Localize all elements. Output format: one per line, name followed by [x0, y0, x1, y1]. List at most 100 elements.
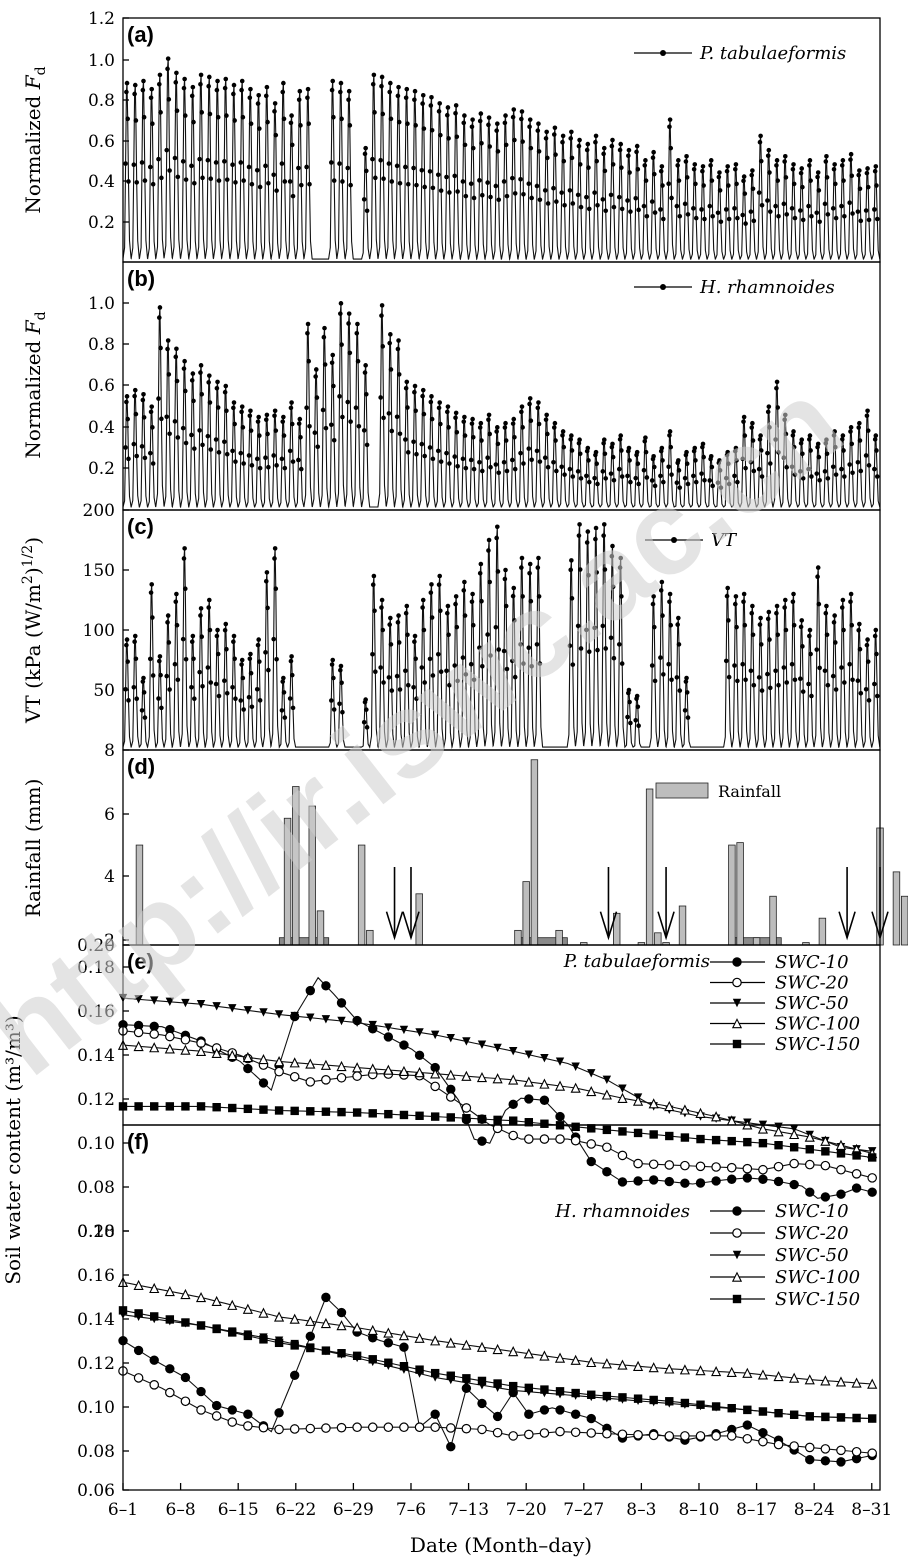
hr-swc-20-point: [773, 1439, 784, 1450]
pt-swc-100-point: [757, 1123, 769, 1134]
hr-swc-150-point: [758, 1407, 768, 1416]
pt-fd-point: [461, 120, 467, 126]
pt-fd-point: [493, 183, 499, 189]
hr-fd-point: [274, 463, 279, 468]
vt-point: [174, 591, 179, 597]
vt-point: [159, 705, 164, 711]
hr-fd-point: [388, 332, 393, 337]
vt-point: [824, 632, 830, 638]
pt-fd-point: [807, 158, 813, 163]
pt-fd-point: [387, 89, 392, 95]
hr-fd-point: [732, 473, 737, 479]
hr-fd-point: [765, 409, 771, 415]
hr-swc-150-point: [181, 1318, 190, 1327]
hr-fd-point: [453, 410, 459, 416]
pt-fd-point: [412, 88, 418, 94]
hr-fd-point: [602, 451, 608, 457]
rain-bar: [752, 937, 761, 946]
vt-point: [246, 694, 252, 700]
vt-point: [791, 591, 796, 597]
vt-point: [263, 650, 268, 655]
pt-fd-point: [857, 186, 863, 192]
vt-point: [723, 658, 729, 664]
pt-fd-point: [600, 197, 606, 202]
vt-point: [446, 632, 451, 638]
vt-point: [479, 664, 485, 669]
pt-swc-100-point: [523, 1076, 534, 1087]
hr-fd-point: [839, 466, 844, 472]
vt-point: [649, 663, 655, 668]
pt-fd-point: [715, 210, 721, 216]
hr-swc-100-point: [164, 1285, 175, 1297]
hr-fd-point: [864, 413, 870, 419]
hr-fd-point: [496, 470, 502, 476]
vt-point: [429, 582, 434, 587]
vt-point: [208, 680, 214, 685]
vt-point: [290, 705, 296, 711]
hr-fd-point: [412, 389, 417, 395]
hr-fd-point: [718, 485, 724, 490]
x-tick-label: 8–3: [626, 1500, 656, 1520]
hr-fd-point: [553, 438, 558, 443]
pt-swc-20-point: [804, 1159, 815, 1170]
vt-point: [758, 615, 763, 621]
hr-fd-point: [362, 370, 368, 375]
pt-swc-100-point: [430, 1068, 441, 1079]
hr-fd-point: [214, 385, 220, 391]
hr-fd-point: [403, 385, 409, 391]
pt-swc-50-point: [384, 1023, 393, 1032]
vt-point: [758, 642, 764, 647]
hr-fd-point: [633, 475, 639, 481]
vt-point: [165, 613, 171, 618]
pt-fd-point: [626, 153, 631, 159]
vt-point: [759, 688, 765, 693]
hr-fd-point: [298, 466, 304, 472]
vt-point: [608, 635, 614, 641]
hr-fd-point: [651, 464, 657, 470]
hr-fd-point: [874, 448, 879, 453]
pt-fd-point: [141, 114, 147, 120]
hr-fd-point: [224, 408, 229, 414]
vt-point: [288, 658, 294, 664]
pt-fd-point: [172, 155, 178, 161]
hr-fd-point: [281, 433, 287, 438]
pt-fd-point: [208, 176, 214, 182]
vt-point: [289, 654, 294, 659]
y-tick-label: 0.20: [77, 1222, 115, 1242]
y-axis-label: Rainfall (mm): [21, 779, 45, 918]
vt-point: [486, 548, 491, 553]
vt-point: [455, 678, 460, 684]
pt-fd-point: [337, 161, 342, 166]
vt-point: [677, 688, 683, 693]
pt-swc-10-point: [836, 1189, 846, 1199]
vt-point: [134, 696, 140, 701]
hr-fd-point: [346, 311, 352, 316]
y-tick-label: 0.10: [77, 1398, 115, 1418]
pt-fd-point: [216, 178, 222, 183]
hr-fd-point: [873, 433, 879, 438]
vt-point: [792, 677, 798, 683]
vt-point: [422, 680, 428, 685]
pt-swc-20-point: [789, 1158, 799, 1169]
hr-fd-point: [702, 477, 707, 483]
vt-point: [405, 632, 410, 638]
hr-swc-10-point: [336, 1307, 347, 1318]
hr-fd-point: [287, 448, 293, 454]
vt-point: [420, 605, 425, 610]
hr-fd-point: [806, 466, 811, 472]
pt-fd-point: [750, 186, 756, 192]
hr-fd-point: [692, 445, 698, 451]
pt-swc-150-point: [477, 1114, 487, 1124]
hr-swc-20-point: [227, 1417, 238, 1427]
pt-swc-20-point: [180, 1034, 191, 1045]
hr-fd-point: [313, 374, 318, 379]
vt-point: [682, 708, 688, 713]
hr-fd-point: [363, 391, 369, 397]
legend-marker: [732, 1250, 742, 1260]
hr-fd-point: [842, 474, 847, 479]
hr-swc-100-point: [492, 1343, 503, 1355]
vt-point: [743, 677, 748, 683]
pt-fd-point: [586, 206, 592, 212]
hr-fd-point: [726, 461, 731, 467]
hr-fd-point: [405, 405, 410, 410]
